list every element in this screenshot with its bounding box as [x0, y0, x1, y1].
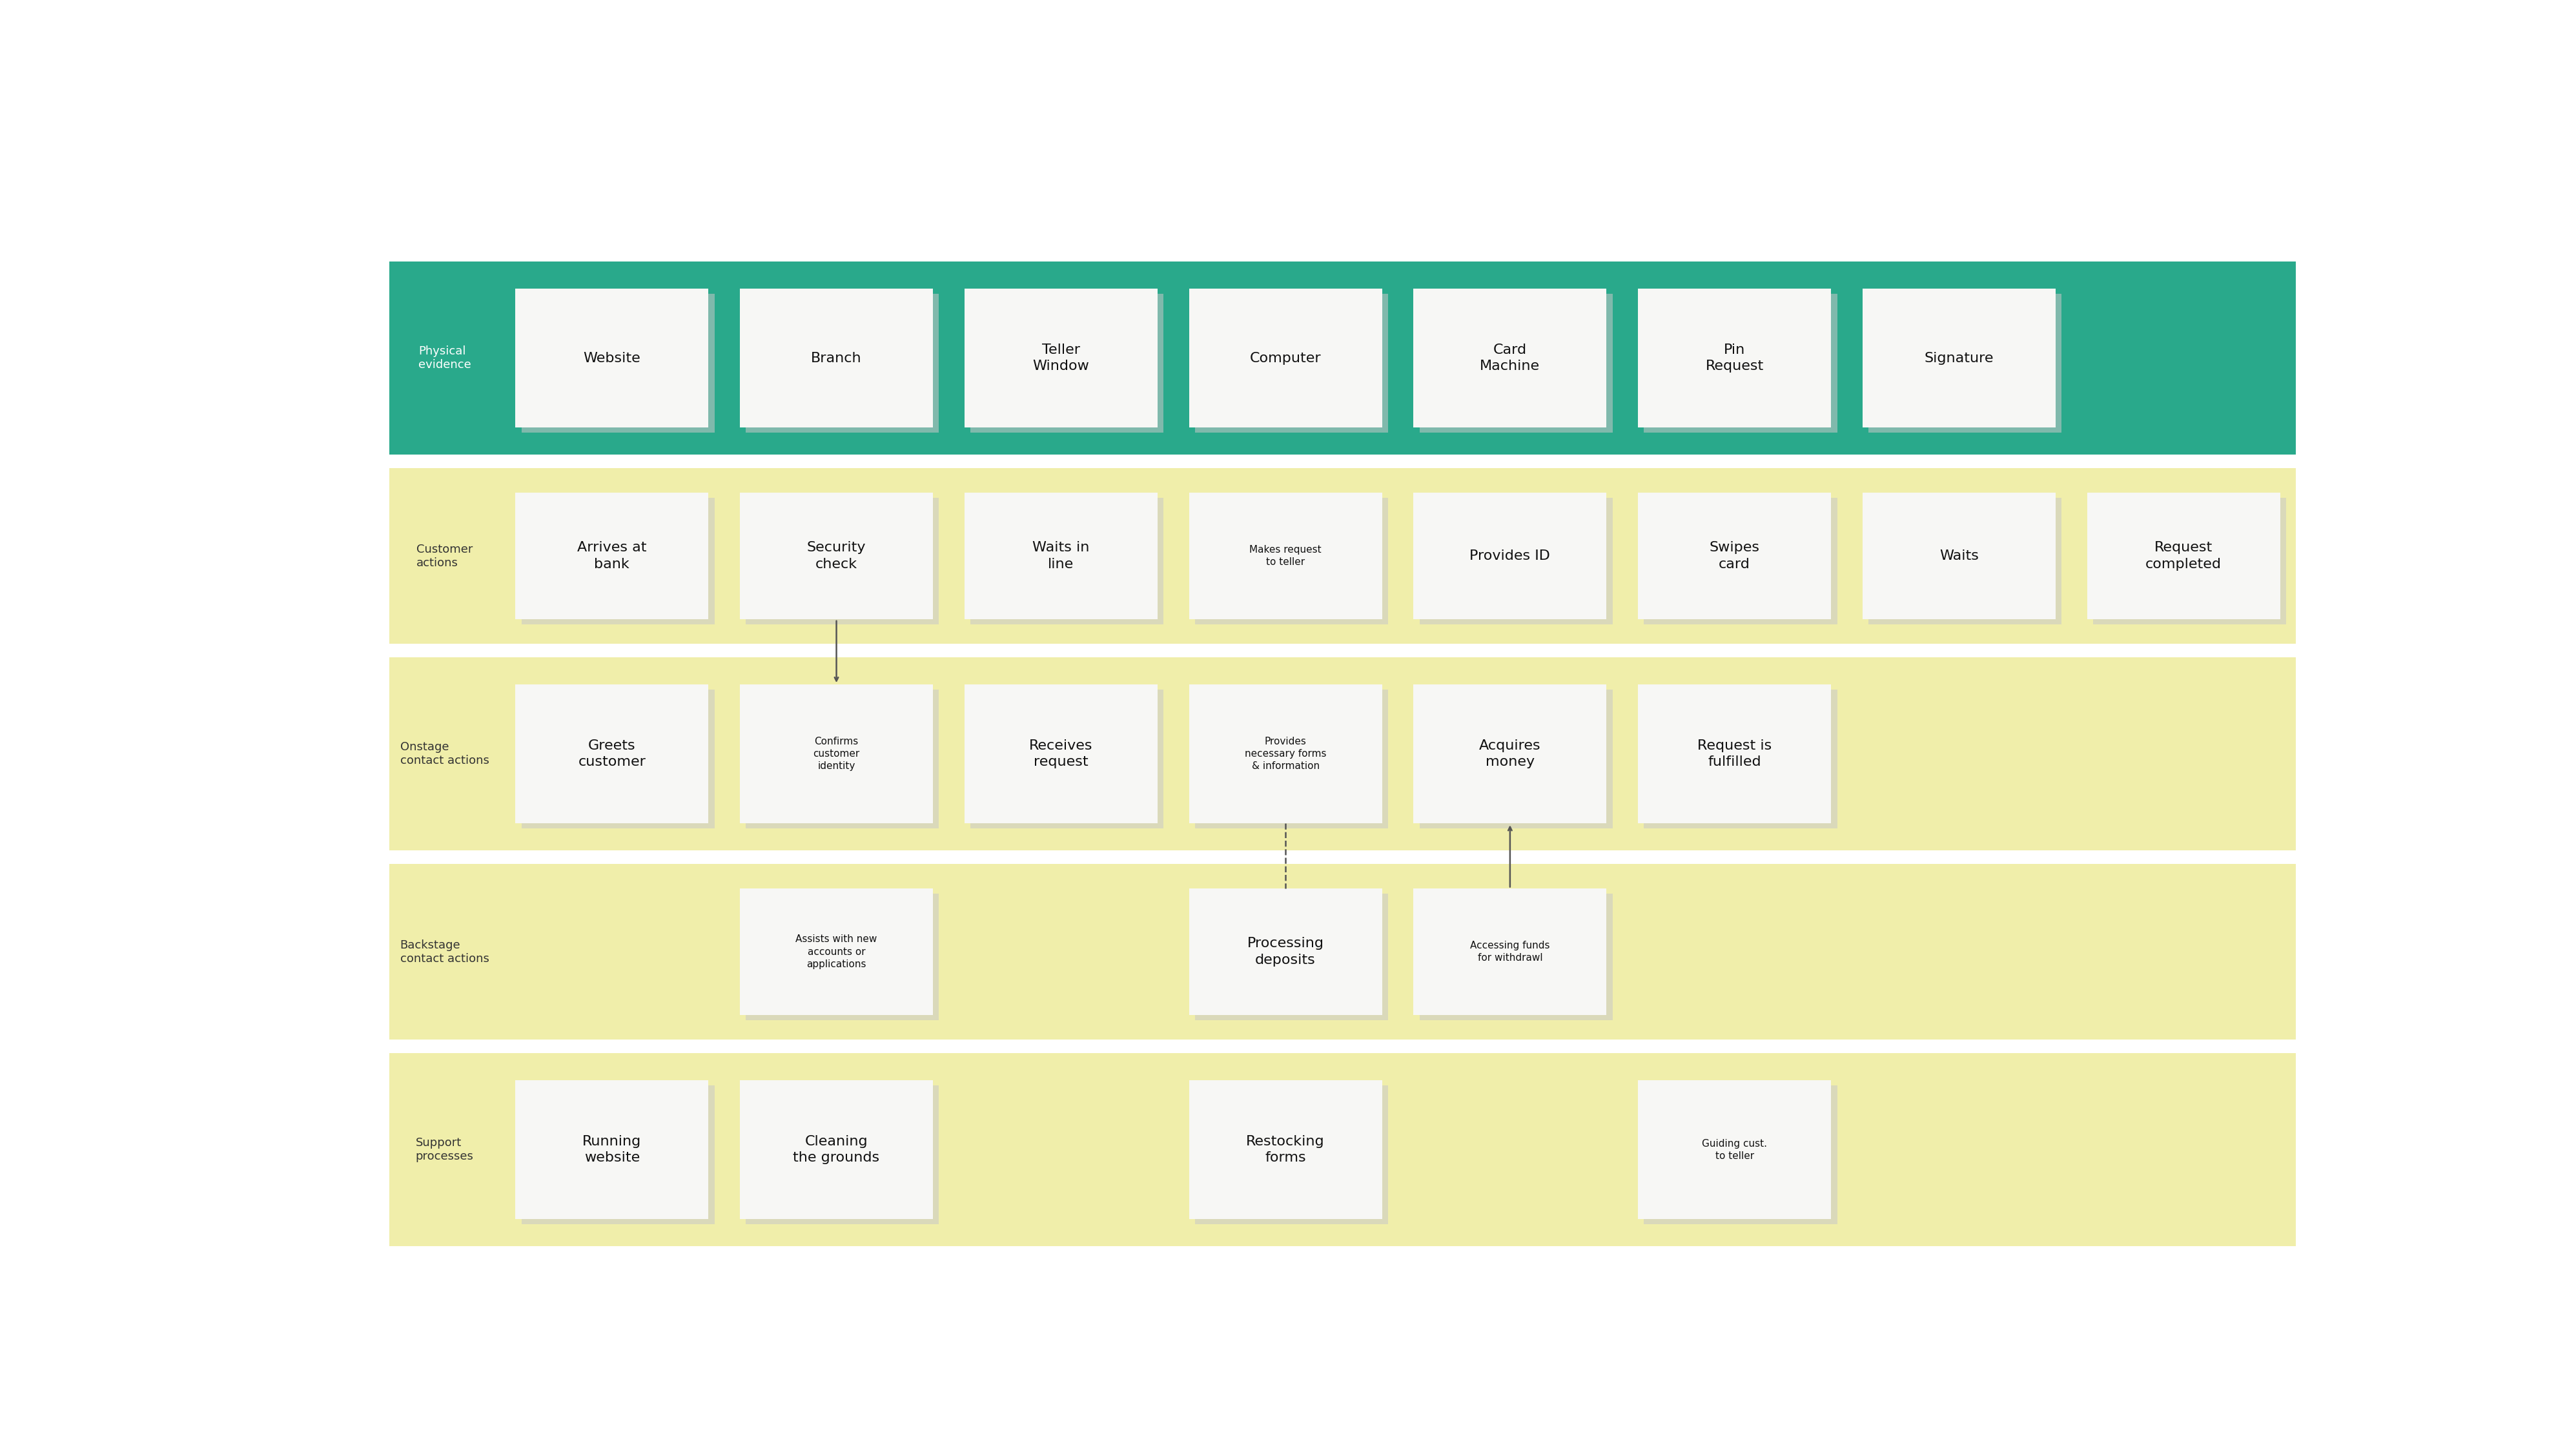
FancyBboxPatch shape	[1643, 294, 1837, 432]
FancyBboxPatch shape	[971, 690, 1164, 828]
Text: Onstage
contact actions: Onstage contact actions	[399, 741, 489, 766]
Text: Provides ID: Provides ID	[1471, 549, 1551, 562]
FancyBboxPatch shape	[1190, 684, 1383, 823]
Text: Request
completed: Request completed	[2146, 542, 2221, 571]
FancyBboxPatch shape	[1419, 690, 1613, 828]
FancyBboxPatch shape	[520, 690, 714, 828]
FancyBboxPatch shape	[1414, 288, 1607, 428]
Text: Backstage
contact actions: Backstage contact actions	[399, 939, 489, 964]
FancyBboxPatch shape	[1190, 1080, 1383, 1219]
FancyBboxPatch shape	[1638, 494, 1832, 619]
Text: Security
check: Security check	[806, 542, 866, 571]
Text: Branch: Branch	[811, 352, 863, 364]
FancyBboxPatch shape	[515, 1080, 708, 1219]
FancyBboxPatch shape	[1638, 684, 1832, 823]
FancyBboxPatch shape	[747, 294, 940, 432]
FancyBboxPatch shape	[747, 498, 940, 625]
FancyBboxPatch shape	[515, 684, 708, 823]
FancyBboxPatch shape	[739, 494, 933, 619]
Text: Waits in
line: Waits in line	[1033, 542, 1090, 571]
FancyBboxPatch shape	[2087, 494, 2280, 619]
Text: Greets
customer: Greets customer	[577, 740, 647, 769]
Text: Computer: Computer	[1249, 352, 1321, 364]
Text: Provides
necessary forms
& information: Provides necessary forms & information	[1244, 737, 1327, 772]
Text: Restocking
forms: Restocking forms	[1247, 1136, 1324, 1165]
FancyBboxPatch shape	[1195, 498, 1388, 625]
FancyBboxPatch shape	[1868, 498, 2061, 625]
FancyBboxPatch shape	[515, 494, 708, 619]
Text: Physical
evidence: Physical evidence	[417, 345, 471, 371]
Text: Website: Website	[582, 352, 641, 364]
Text: Cleaning
the grounds: Cleaning the grounds	[793, 1136, 881, 1165]
FancyBboxPatch shape	[1195, 294, 1388, 432]
FancyBboxPatch shape	[1419, 498, 1613, 625]
FancyBboxPatch shape	[2094, 498, 2285, 625]
FancyBboxPatch shape	[1190, 888, 1383, 1015]
FancyBboxPatch shape	[963, 288, 1157, 428]
FancyBboxPatch shape	[1190, 494, 1383, 619]
FancyBboxPatch shape	[1638, 1080, 1832, 1219]
FancyBboxPatch shape	[739, 888, 933, 1015]
FancyBboxPatch shape	[1419, 294, 1613, 432]
Text: Confirms
customer
identity: Confirms customer identity	[814, 737, 860, 772]
FancyBboxPatch shape	[1638, 288, 1832, 428]
FancyBboxPatch shape	[515, 288, 708, 428]
FancyBboxPatch shape	[971, 498, 1164, 625]
FancyBboxPatch shape	[1414, 684, 1607, 823]
FancyBboxPatch shape	[520, 1085, 714, 1224]
Text: Running
website: Running website	[582, 1136, 641, 1165]
Text: Card
Machine: Card Machine	[1481, 344, 1540, 373]
FancyBboxPatch shape	[520, 498, 714, 625]
FancyBboxPatch shape	[739, 684, 933, 823]
FancyBboxPatch shape	[1414, 888, 1607, 1015]
FancyBboxPatch shape	[389, 865, 2295, 1040]
FancyBboxPatch shape	[1643, 1085, 1837, 1224]
FancyBboxPatch shape	[1190, 288, 1383, 428]
FancyBboxPatch shape	[389, 262, 2295, 454]
FancyBboxPatch shape	[389, 469, 2295, 644]
FancyBboxPatch shape	[1868, 294, 2061, 432]
Text: Receives
request: Receives request	[1030, 740, 1092, 769]
FancyBboxPatch shape	[963, 684, 1157, 823]
Text: Guiding cust.
to teller: Guiding cust. to teller	[1703, 1139, 1767, 1160]
FancyBboxPatch shape	[1195, 690, 1388, 828]
FancyBboxPatch shape	[1862, 494, 2056, 619]
FancyBboxPatch shape	[963, 494, 1157, 619]
FancyBboxPatch shape	[1195, 1085, 1388, 1224]
Text: Waits: Waits	[1940, 549, 1978, 562]
FancyBboxPatch shape	[739, 288, 933, 428]
Text: Pin
Request: Pin Request	[1705, 344, 1765, 373]
Text: Customer
actions: Customer actions	[417, 543, 474, 568]
FancyBboxPatch shape	[971, 294, 1164, 432]
Text: Arrives at
bank: Arrives at bank	[577, 542, 647, 571]
FancyBboxPatch shape	[1195, 894, 1388, 1019]
Text: Accessing funds
for withdrawl: Accessing funds for withdrawl	[1471, 941, 1551, 962]
Text: Teller
Window: Teller Window	[1033, 344, 1090, 373]
FancyBboxPatch shape	[1414, 494, 1607, 619]
FancyBboxPatch shape	[1419, 894, 1613, 1019]
Text: Processing
deposits: Processing deposits	[1247, 938, 1324, 967]
Text: Assists with new
accounts or
applications: Assists with new accounts or application…	[796, 935, 878, 970]
FancyBboxPatch shape	[1862, 288, 2056, 428]
FancyBboxPatch shape	[739, 1080, 933, 1219]
FancyBboxPatch shape	[747, 1085, 940, 1224]
FancyBboxPatch shape	[1643, 690, 1837, 828]
FancyBboxPatch shape	[747, 894, 940, 1019]
Text: Makes request
to teller: Makes request to teller	[1249, 545, 1321, 566]
FancyBboxPatch shape	[389, 658, 2295, 850]
FancyBboxPatch shape	[520, 294, 714, 432]
Text: Signature: Signature	[1924, 352, 1994, 364]
FancyBboxPatch shape	[389, 1053, 2295, 1246]
Text: Support
processes: Support processes	[415, 1137, 474, 1162]
Text: Swipes
card: Swipes card	[1710, 542, 1759, 571]
Text: Acquires
money: Acquires money	[1479, 740, 1540, 769]
FancyBboxPatch shape	[747, 690, 940, 828]
Text: Request is
fulfilled: Request is fulfilled	[1698, 740, 1772, 769]
FancyBboxPatch shape	[1643, 498, 1837, 625]
